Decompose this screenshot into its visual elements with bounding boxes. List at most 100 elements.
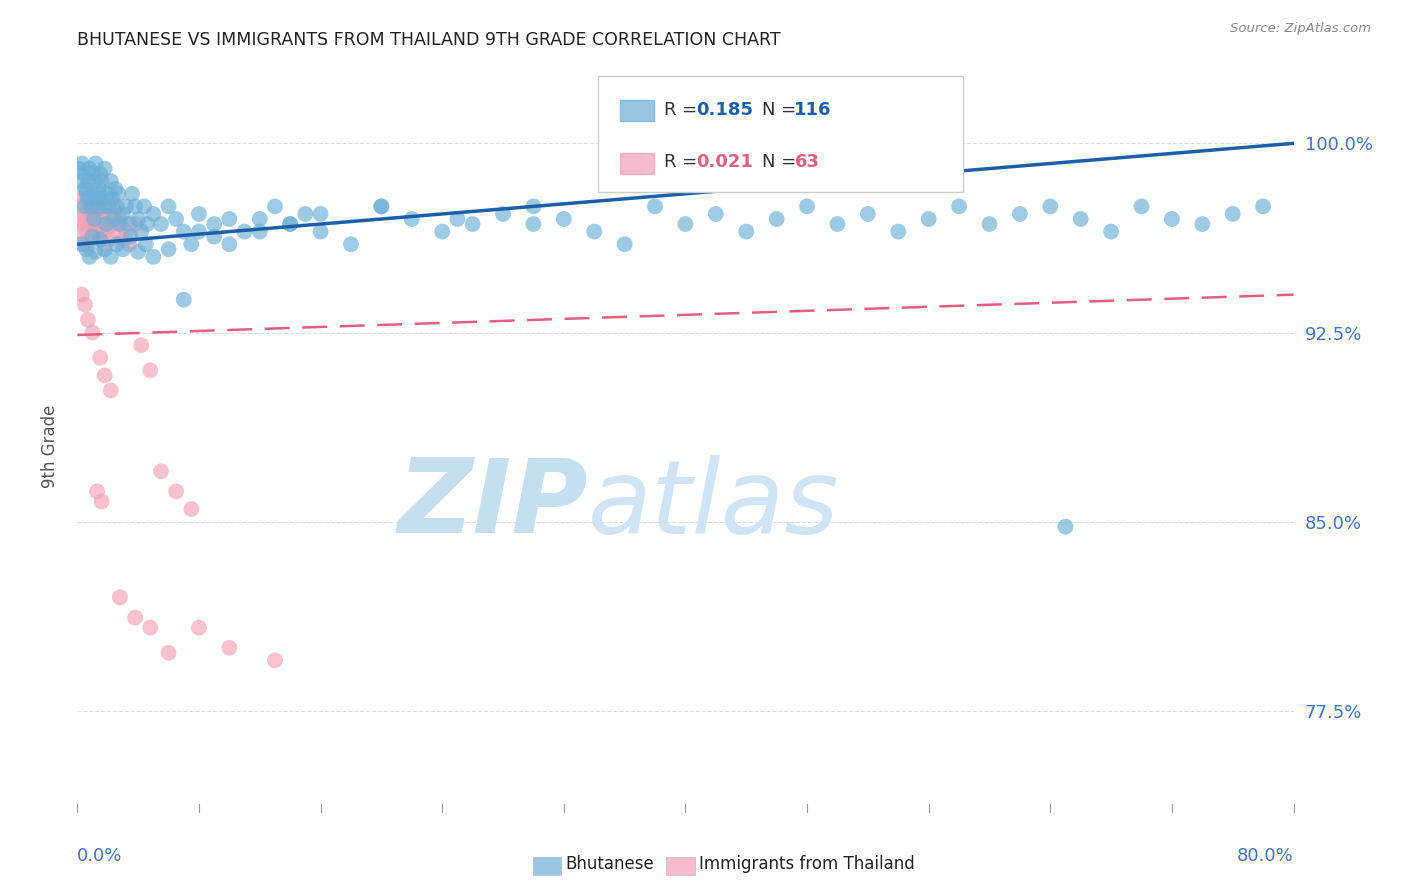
- Text: 9th Grade: 9th Grade: [41, 404, 59, 488]
- Point: [149, 464, 172, 478]
- Text: N =: N =: [762, 153, 801, 171]
- Point: [104, 217, 127, 231]
- Point: [430, 225, 453, 239]
- Point: [93, 242, 115, 256]
- Point: [124, 610, 146, 624]
- Point: [461, 217, 484, 231]
- Point: [89, 232, 111, 246]
- Point: [104, 182, 127, 196]
- Point: [188, 621, 211, 635]
- Point: [87, 182, 110, 196]
- Point: [101, 192, 124, 206]
- Point: [79, 161, 101, 176]
- Point: [127, 212, 149, 227]
- Text: 80.0%: 80.0%: [1237, 847, 1294, 865]
- Point: [100, 174, 122, 188]
- Point: [613, 237, 636, 252]
- Text: R =: R =: [664, 153, 703, 171]
- Point: [675, 217, 697, 231]
- Point: [69, 174, 91, 188]
- Point: [70, 192, 93, 206]
- Point: [108, 217, 131, 231]
- Point: [492, 207, 515, 221]
- Point: [704, 207, 727, 221]
- Point: [97, 212, 120, 227]
- Point: [86, 484, 108, 499]
- Point: [70, 287, 93, 301]
- Point: [918, 212, 941, 227]
- Point: [887, 225, 910, 239]
- Point: [370, 199, 392, 213]
- Point: [188, 225, 211, 239]
- Point: [180, 502, 202, 516]
- Point: [87, 199, 110, 213]
- Point: [105, 199, 128, 213]
- Point: [115, 225, 138, 239]
- Point: [75, 225, 97, 239]
- Point: [136, 217, 159, 231]
- Text: ZIP: ZIP: [398, 454, 588, 555]
- Point: [77, 207, 100, 221]
- Point: [101, 199, 124, 213]
- Point: [89, 186, 111, 201]
- Point: [370, 199, 392, 213]
- Point: [1039, 199, 1062, 213]
- Point: [118, 217, 141, 231]
- Point: [856, 207, 879, 221]
- Point: [1008, 207, 1031, 221]
- Point: [84, 244, 107, 259]
- Point: [86, 212, 108, 227]
- Point: [139, 621, 162, 635]
- Point: [142, 250, 165, 264]
- Point: [93, 199, 115, 213]
- Point: [309, 225, 332, 239]
- Point: [77, 192, 100, 206]
- Point: [87, 217, 110, 231]
- Point: [129, 338, 152, 352]
- Point: [111, 232, 134, 246]
- Point: [1130, 199, 1153, 213]
- Point: [97, 186, 120, 201]
- Point: [82, 167, 104, 181]
- Point: [83, 212, 105, 227]
- Point: [278, 217, 301, 231]
- Point: [100, 250, 122, 264]
- Point: [75, 182, 97, 196]
- Point: [79, 217, 101, 231]
- Point: [96, 225, 118, 239]
- Text: 0.185: 0.185: [696, 101, 754, 119]
- Point: [67, 161, 90, 176]
- Point: [105, 237, 128, 252]
- Point: [233, 225, 256, 239]
- Text: 116: 116: [794, 101, 832, 119]
- Point: [1222, 207, 1244, 221]
- Text: N =: N =: [762, 101, 801, 119]
- Point: [979, 217, 1001, 231]
- Point: [89, 167, 111, 181]
- Point: [139, 363, 162, 377]
- Point: [82, 229, 104, 244]
- Text: 63: 63: [794, 153, 820, 171]
- Point: [118, 237, 141, 252]
- Point: [70, 156, 93, 170]
- Point: [90, 494, 112, 508]
- Point: [72, 207, 94, 221]
- Text: 0.0%: 0.0%: [77, 847, 122, 865]
- Point: [583, 225, 606, 239]
- Point: [93, 237, 115, 252]
- Point: [90, 225, 112, 239]
- Point: [89, 207, 111, 221]
- Point: [401, 212, 423, 227]
- Point: [80, 199, 103, 213]
- Point: [309, 207, 332, 221]
- Point: [149, 217, 172, 231]
- Point: [100, 232, 122, 246]
- Point: [91, 192, 114, 206]
- Point: [82, 225, 104, 239]
- Point: [120, 229, 142, 244]
- Point: [72, 237, 94, 252]
- Point: [446, 212, 468, 227]
- Point: [644, 199, 666, 213]
- Point: [796, 199, 818, 213]
- Point: [67, 199, 90, 213]
